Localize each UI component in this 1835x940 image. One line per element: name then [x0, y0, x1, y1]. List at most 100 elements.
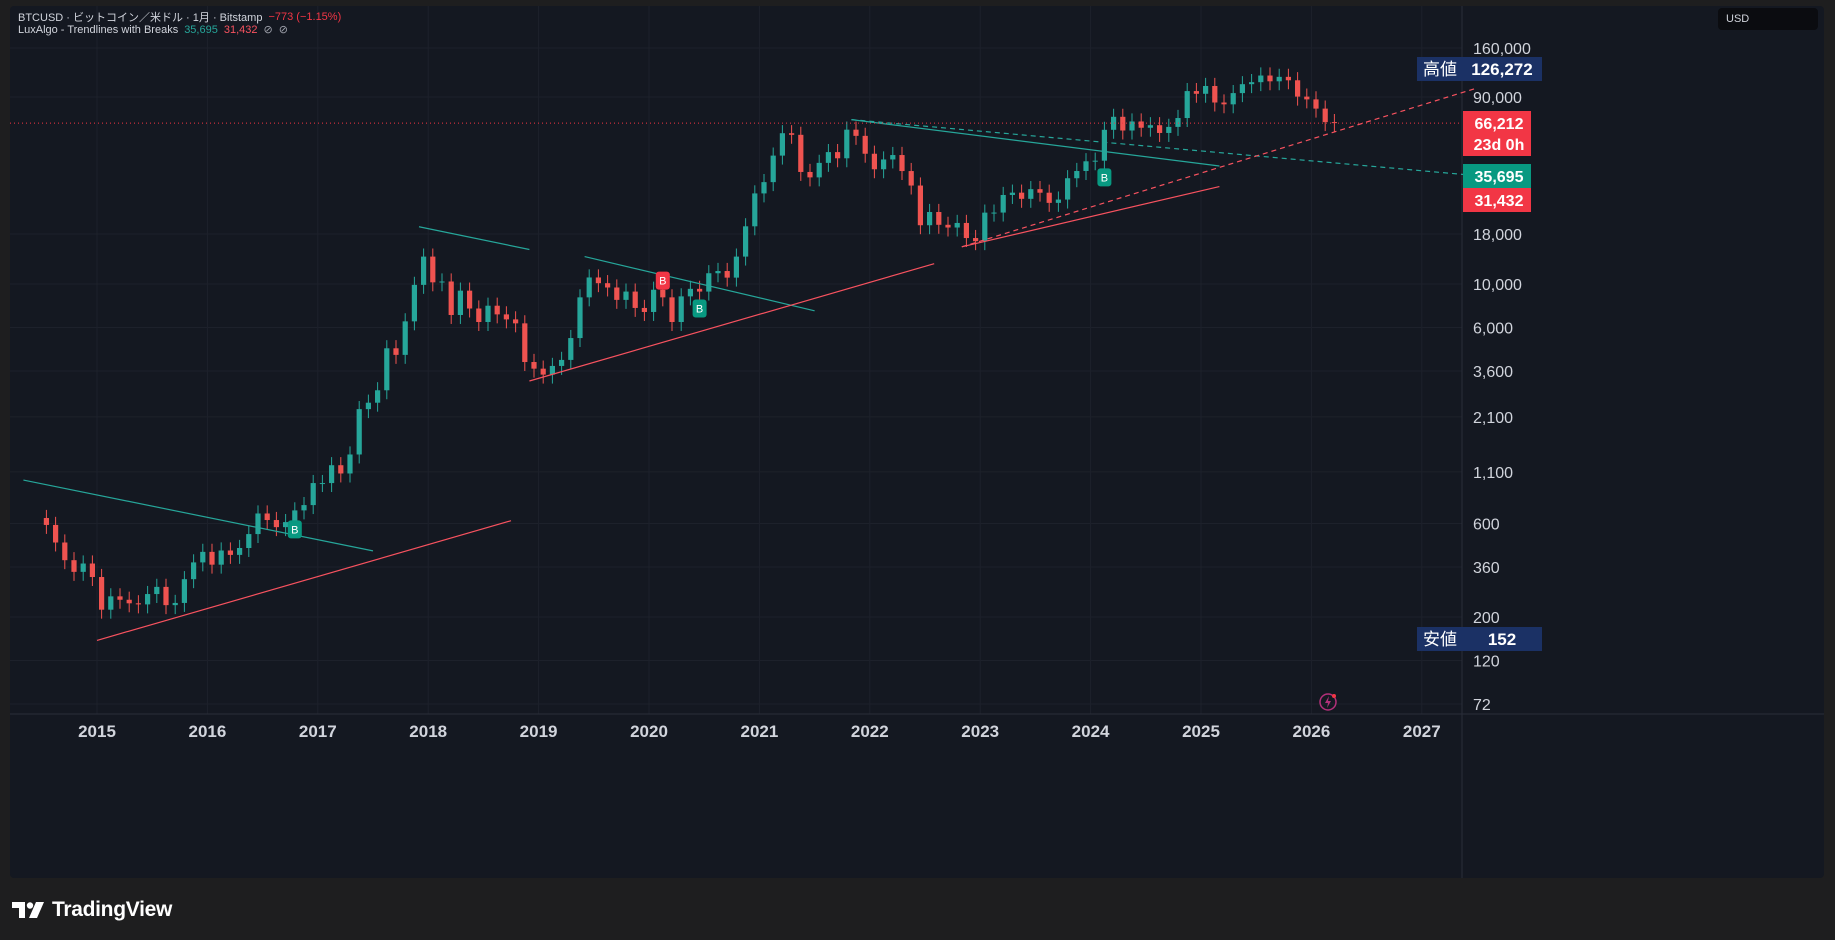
candle-body: [1028, 189, 1034, 199]
candle-body: [595, 277, 601, 284]
candle-body: [678, 296, 684, 323]
x-tick-label: 2018: [409, 722, 447, 741]
x-tick-label: 2026: [1292, 722, 1330, 741]
candle-body: [1157, 125, 1163, 133]
candle-body: [1147, 125, 1153, 128]
candle-body: [1184, 91, 1190, 119]
candle-body: [227, 550, 233, 555]
candle-body: [338, 465, 344, 474]
candle-body: [513, 319, 519, 324]
candle-body: [825, 152, 831, 163]
lightning-icon-glyph: [1325, 696, 1331, 708]
candle-body: [356, 409, 362, 455]
candle-body: [1285, 76, 1291, 81]
candle-body: [503, 314, 509, 320]
break-label: [1097, 168, 1112, 187]
upper-trend-value-label-text: 35,695: [1475, 169, 1524, 186]
candlestick-chart[interactable]: B B B B 160,000 90,000 18,000 10,000 6,000 3,600 2…: [10, 6, 1824, 878]
low-value: 152: [1488, 630, 1516, 649]
candle-body: [209, 551, 215, 565]
candle-body: [191, 562, 197, 580]
y-tick-label: 600: [1473, 517, 1500, 534]
candle-body: [549, 365, 555, 375]
candle-body: [641, 307, 647, 312]
candle-body: [789, 133, 795, 135]
currency-button[interactable]: USD: [1718, 8, 1818, 30]
high-value-bg: [1463, 57, 1542, 81]
candle-body: [1046, 192, 1052, 203]
y-tick-label: 90,000: [1473, 90, 1522, 107]
candle-body: [283, 522, 289, 528]
candle-body: [181, 579, 187, 603]
candle-body: [1009, 192, 1015, 195]
candle-body: [779, 133, 785, 156]
candle-body: [1101, 129, 1107, 161]
candle-body: [890, 155, 896, 160]
lower-trend-value-label: [1463, 188, 1531, 212]
candle-body: [715, 271, 721, 274]
candle-body: [623, 291, 629, 300]
high-value: 126,272: [1471, 60, 1532, 79]
y-tick-label: 2,100: [1473, 410, 1513, 427]
candle-body: [632, 291, 638, 308]
candle-body: [871, 153, 877, 170]
lower-trendline: [529, 263, 935, 382]
candle-body: [467, 290, 473, 309]
candle-body: [439, 281, 445, 283]
candle-body: [393, 348, 399, 355]
candle-body: [1129, 121, 1135, 131]
y-tick-label: 1,100: [1473, 465, 1513, 482]
chart-frame[interactable]: B B B B 160,000 90,000 18,000 10,000 6,000 3,600 2…: [10, 6, 1824, 878]
candle-body: [706, 273, 712, 292]
candle-body: [954, 222, 960, 228]
price-change: −773 (−1.15%): [268, 11, 342, 23]
candle-body: [347, 454, 353, 474]
candle-body: [1230, 93, 1236, 105]
candle-body: [1322, 108, 1328, 123]
candle-body: [669, 297, 675, 323]
candle-body: [329, 465, 335, 484]
candle-body: [145, 594, 151, 605]
candle-body: [365, 402, 371, 410]
candle-body: [430, 256, 436, 283]
candle-body: [292, 510, 298, 523]
candle-body: [917, 185, 923, 226]
candle-body: [89, 563, 95, 578]
candle-body: [899, 155, 905, 172]
hidden-icon[interactable]: ⊘: [263, 24, 273, 36]
x-tick-label: 2023: [961, 722, 999, 741]
candle-body: [724, 271, 730, 278]
candle-body: [973, 238, 979, 242]
brand-name: TradingView: [52, 898, 173, 921]
candle-body: [770, 155, 776, 183]
candle-body: [43, 518, 49, 525]
candle-body: [485, 305, 491, 323]
candle-body: [945, 224, 951, 228]
candle-body: [448, 281, 454, 315]
notification-dot: [1332, 694, 1336, 698]
candle-body: [1065, 178, 1071, 200]
candle-body: [135, 603, 141, 605]
indicator-legend[interactable]: LuxAlgo - Trendlines with Breaks 35,695 …: [18, 23, 288, 37]
x-tick-label: 2022: [851, 722, 889, 741]
candle-body: [421, 256, 427, 285]
candle-body: [586, 277, 592, 298]
hidden-icon[interactable]: ⊘: [278, 24, 288, 36]
y-tick-label: 360: [1473, 560, 1500, 577]
candle-body: [844, 129, 850, 159]
y-tick-label: 10,000: [1473, 277, 1522, 294]
candle-body: [908, 171, 914, 186]
candle-body: [457, 290, 463, 315]
candle-body: [936, 212, 942, 225]
footer-brand[interactable]: TradingView: [12, 896, 172, 924]
symbol-legend[interactable]: BTCUSD · ビットコイン／米ドル · 1月 · Bitstamp −773…: [18, 9, 341, 25]
candle-body: [991, 212, 997, 214]
lower-trend-value-label-text: 31,432: [1475, 193, 1524, 210]
candle-body: [62, 542, 68, 561]
candle-body: [71, 560, 77, 572]
candle-body: [807, 171, 813, 178]
lower-trendline: [96, 520, 512, 641]
y-tick-label: 18,000: [1473, 227, 1522, 244]
candle-body: [375, 390, 381, 403]
candle-body: [577, 297, 583, 339]
